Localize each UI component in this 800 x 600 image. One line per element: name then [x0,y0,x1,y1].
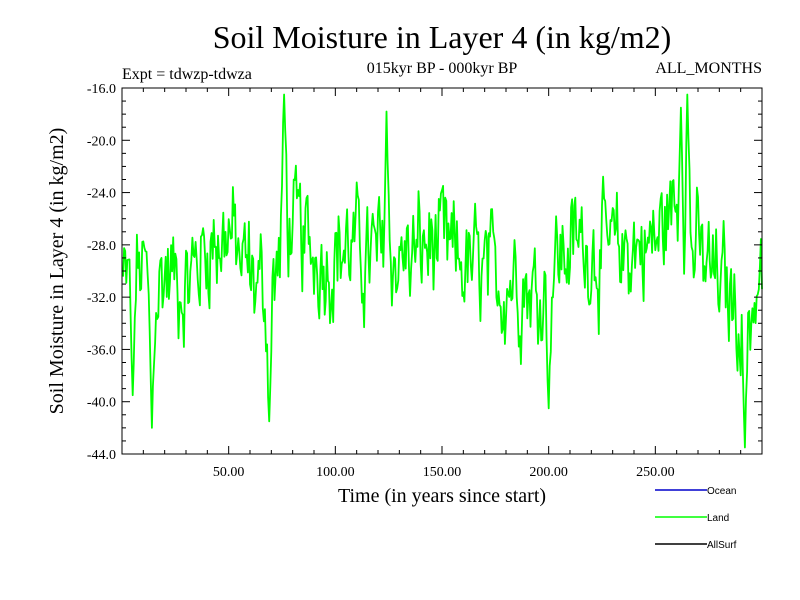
y-tick-label: -16.0 [87,82,116,97]
y-axis-label: Soil Moisture in Layer 4 (in kg/m2) [46,128,68,415]
subtitle-period: 015kyr BP - 000kyr BP [367,60,518,77]
x-tick-label: 150.00 [423,465,462,480]
y-tick-label: -24.0 [87,187,116,202]
x-axis-label: Time (in years since start) [338,485,546,507]
plot-frame [121,87,763,455]
y-tick-label: -40.0 [87,396,116,411]
legend: Ocean Land AllSurf [655,486,737,551]
legend-label-allsurf: AllSurf [707,540,737,551]
legend-label-ocean: Ocean [707,486,736,497]
y-tick-label: -44.0 [87,448,116,463]
y-tick-label: -32.0 [87,291,116,306]
legend-label-land: Land [707,513,729,524]
y-tick-label: -20.0 [87,134,116,149]
chart-title: Soil Moisture in Layer 4 (in kg/m2) [213,19,672,55]
x-tick-label: 100.00 [316,465,355,480]
x-tick-label: 50.00 [213,465,245,480]
series-line-land [122,93,763,449]
ticks-layer: -44.0 -40.0 -36.0 -32.0 -28.0 -24.0 -20.0 -16.0… [87,82,762,480]
subtitle-experiment: Expt = tdwzp-tdwza [122,66,252,83]
series-layer [122,93,763,449]
x-tick-label: 200.00 [529,465,568,480]
y-tick-label: -28.0 [87,239,116,254]
y-tick-label: -36.0 [87,343,116,358]
subtitle-months: ALL_MONTHS [655,60,762,77]
x-tick-label: 250.00 [636,465,675,480]
